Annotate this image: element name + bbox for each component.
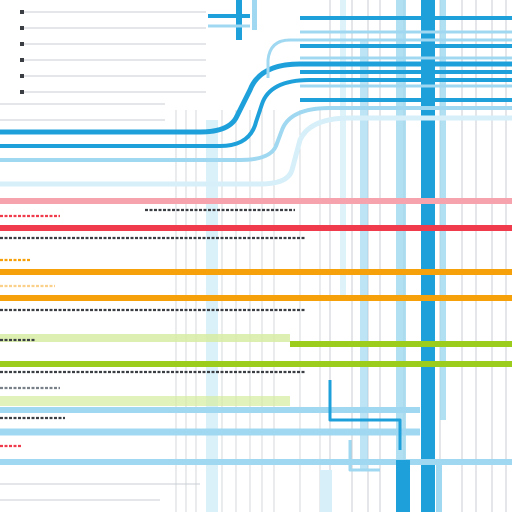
trunk-blue-pale-a [206, 120, 218, 512]
list-bullet-1 [20, 26, 24, 30]
trunk-bottom-a [396, 460, 410, 512]
connector-l-1 [328, 380, 402, 450]
trunk-blue-light-a [396, 0, 406, 512]
route-blue-4 [0, 115, 512, 187]
band-green-fill-b [0, 396, 290, 406]
trunk-top-b [252, 0, 257, 30]
list-bullet-3 [20, 58, 24, 62]
list-bullet-2 [20, 42, 24, 46]
connector-l-2 [348, 440, 380, 472]
trunk-blue-light-b [440, 0, 446, 420]
trunk-blue-pale-b [340, 0, 346, 300]
trunk-blue-main [421, 0, 435, 512]
list-bullet-4 [20, 74, 24, 78]
trunk-bottom-c [320, 470, 332, 512]
route-blue-3 [0, 106, 512, 162]
list-bullet-0 [20, 10, 24, 14]
route-blue-5 [266, 38, 512, 78]
route-blue-2 [0, 78, 512, 148]
trunk-top-a [236, 0, 242, 40]
band-green-fill [0, 334, 290, 342]
trunk-blue-light-c [360, 40, 368, 470]
list-bullet-5 [20, 90, 24, 94]
route-blue-1 [0, 61, 512, 135]
trunk-bottom-b [436, 460, 442, 512]
